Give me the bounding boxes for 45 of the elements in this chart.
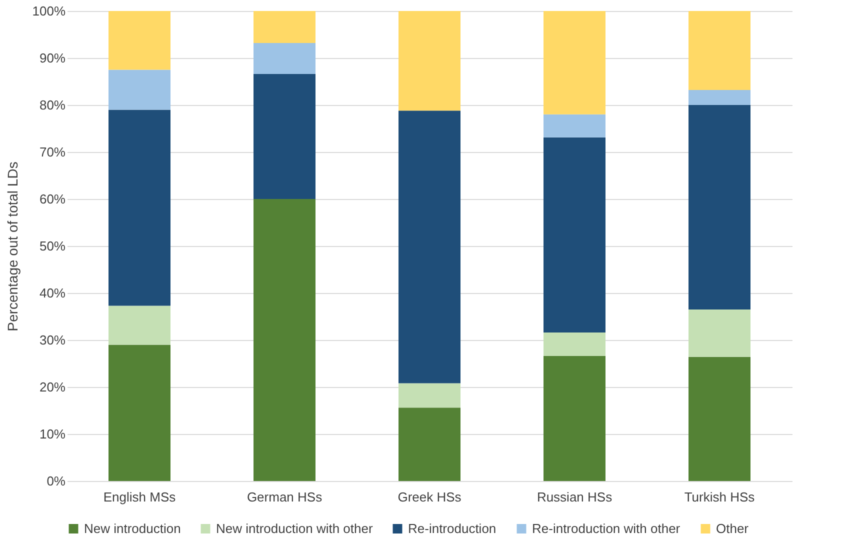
bar — [254, 42, 316, 74]
y-tick-label: 10% — [39, 426, 66, 442]
bar — [254, 74, 316, 199]
bar — [544, 356, 606, 481]
x-tick-label: Greek HSs — [398, 490, 462, 504]
legend-label: New introduction — [84, 520, 181, 536]
x-tick-label: Turkish HSs — [684, 490, 756, 504]
bar — [688, 105, 750, 310]
legend-label: Re-introduction with other — [532, 520, 681, 536]
y-tick-label: 20% — [39, 380, 66, 394]
x-tick-label: German HSs — [246, 490, 323, 504]
bar — [544, 137, 606, 332]
y-tick-label: 50% — [39, 238, 66, 254]
bar — [398, 408, 460, 481]
y-tick-label: 80% — [39, 98, 66, 112]
y-tick-label: 90% — [39, 50, 66, 66]
bar — [398, 383, 460, 408]
bar — [688, 309, 750, 357]
bar — [544, 11, 606, 114]
y-tick-label: 100% — [32, 4, 66, 18]
y-tick-label: 60% — [39, 192, 66, 206]
legend-label: New introduction with other — [216, 520, 374, 536]
bar — [688, 356, 750, 481]
bar — [254, 11, 316, 43]
bar — [108, 11, 170, 70]
bar — [108, 70, 170, 110]
y-tick-label: 40% — [39, 286, 66, 300]
bar — [398, 11, 460, 111]
bar — [108, 110, 170, 306]
y-axis-title: Percentage out of total LDs — [4, 162, 20, 332]
x-tick-label: Russian HSs — [536, 490, 613, 504]
bar — [108, 306, 170, 345]
bar — [398, 110, 460, 384]
x-tick-label: English MSs — [103, 490, 176, 504]
bar — [688, 11, 750, 90]
legend-label: Re-introduction — [408, 520, 496, 536]
bar — [108, 344, 170, 481]
y-tick-label: 70% — [39, 144, 66, 160]
bar — [254, 199, 316, 481]
bar — [688, 90, 750, 105]
bar — [544, 332, 606, 356]
y-tick-label: 0% — [46, 474, 66, 488]
bar — [544, 114, 606, 138]
y-tick-label: 30% — [39, 332, 66, 348]
legend-label: Other — [716, 520, 750, 536]
